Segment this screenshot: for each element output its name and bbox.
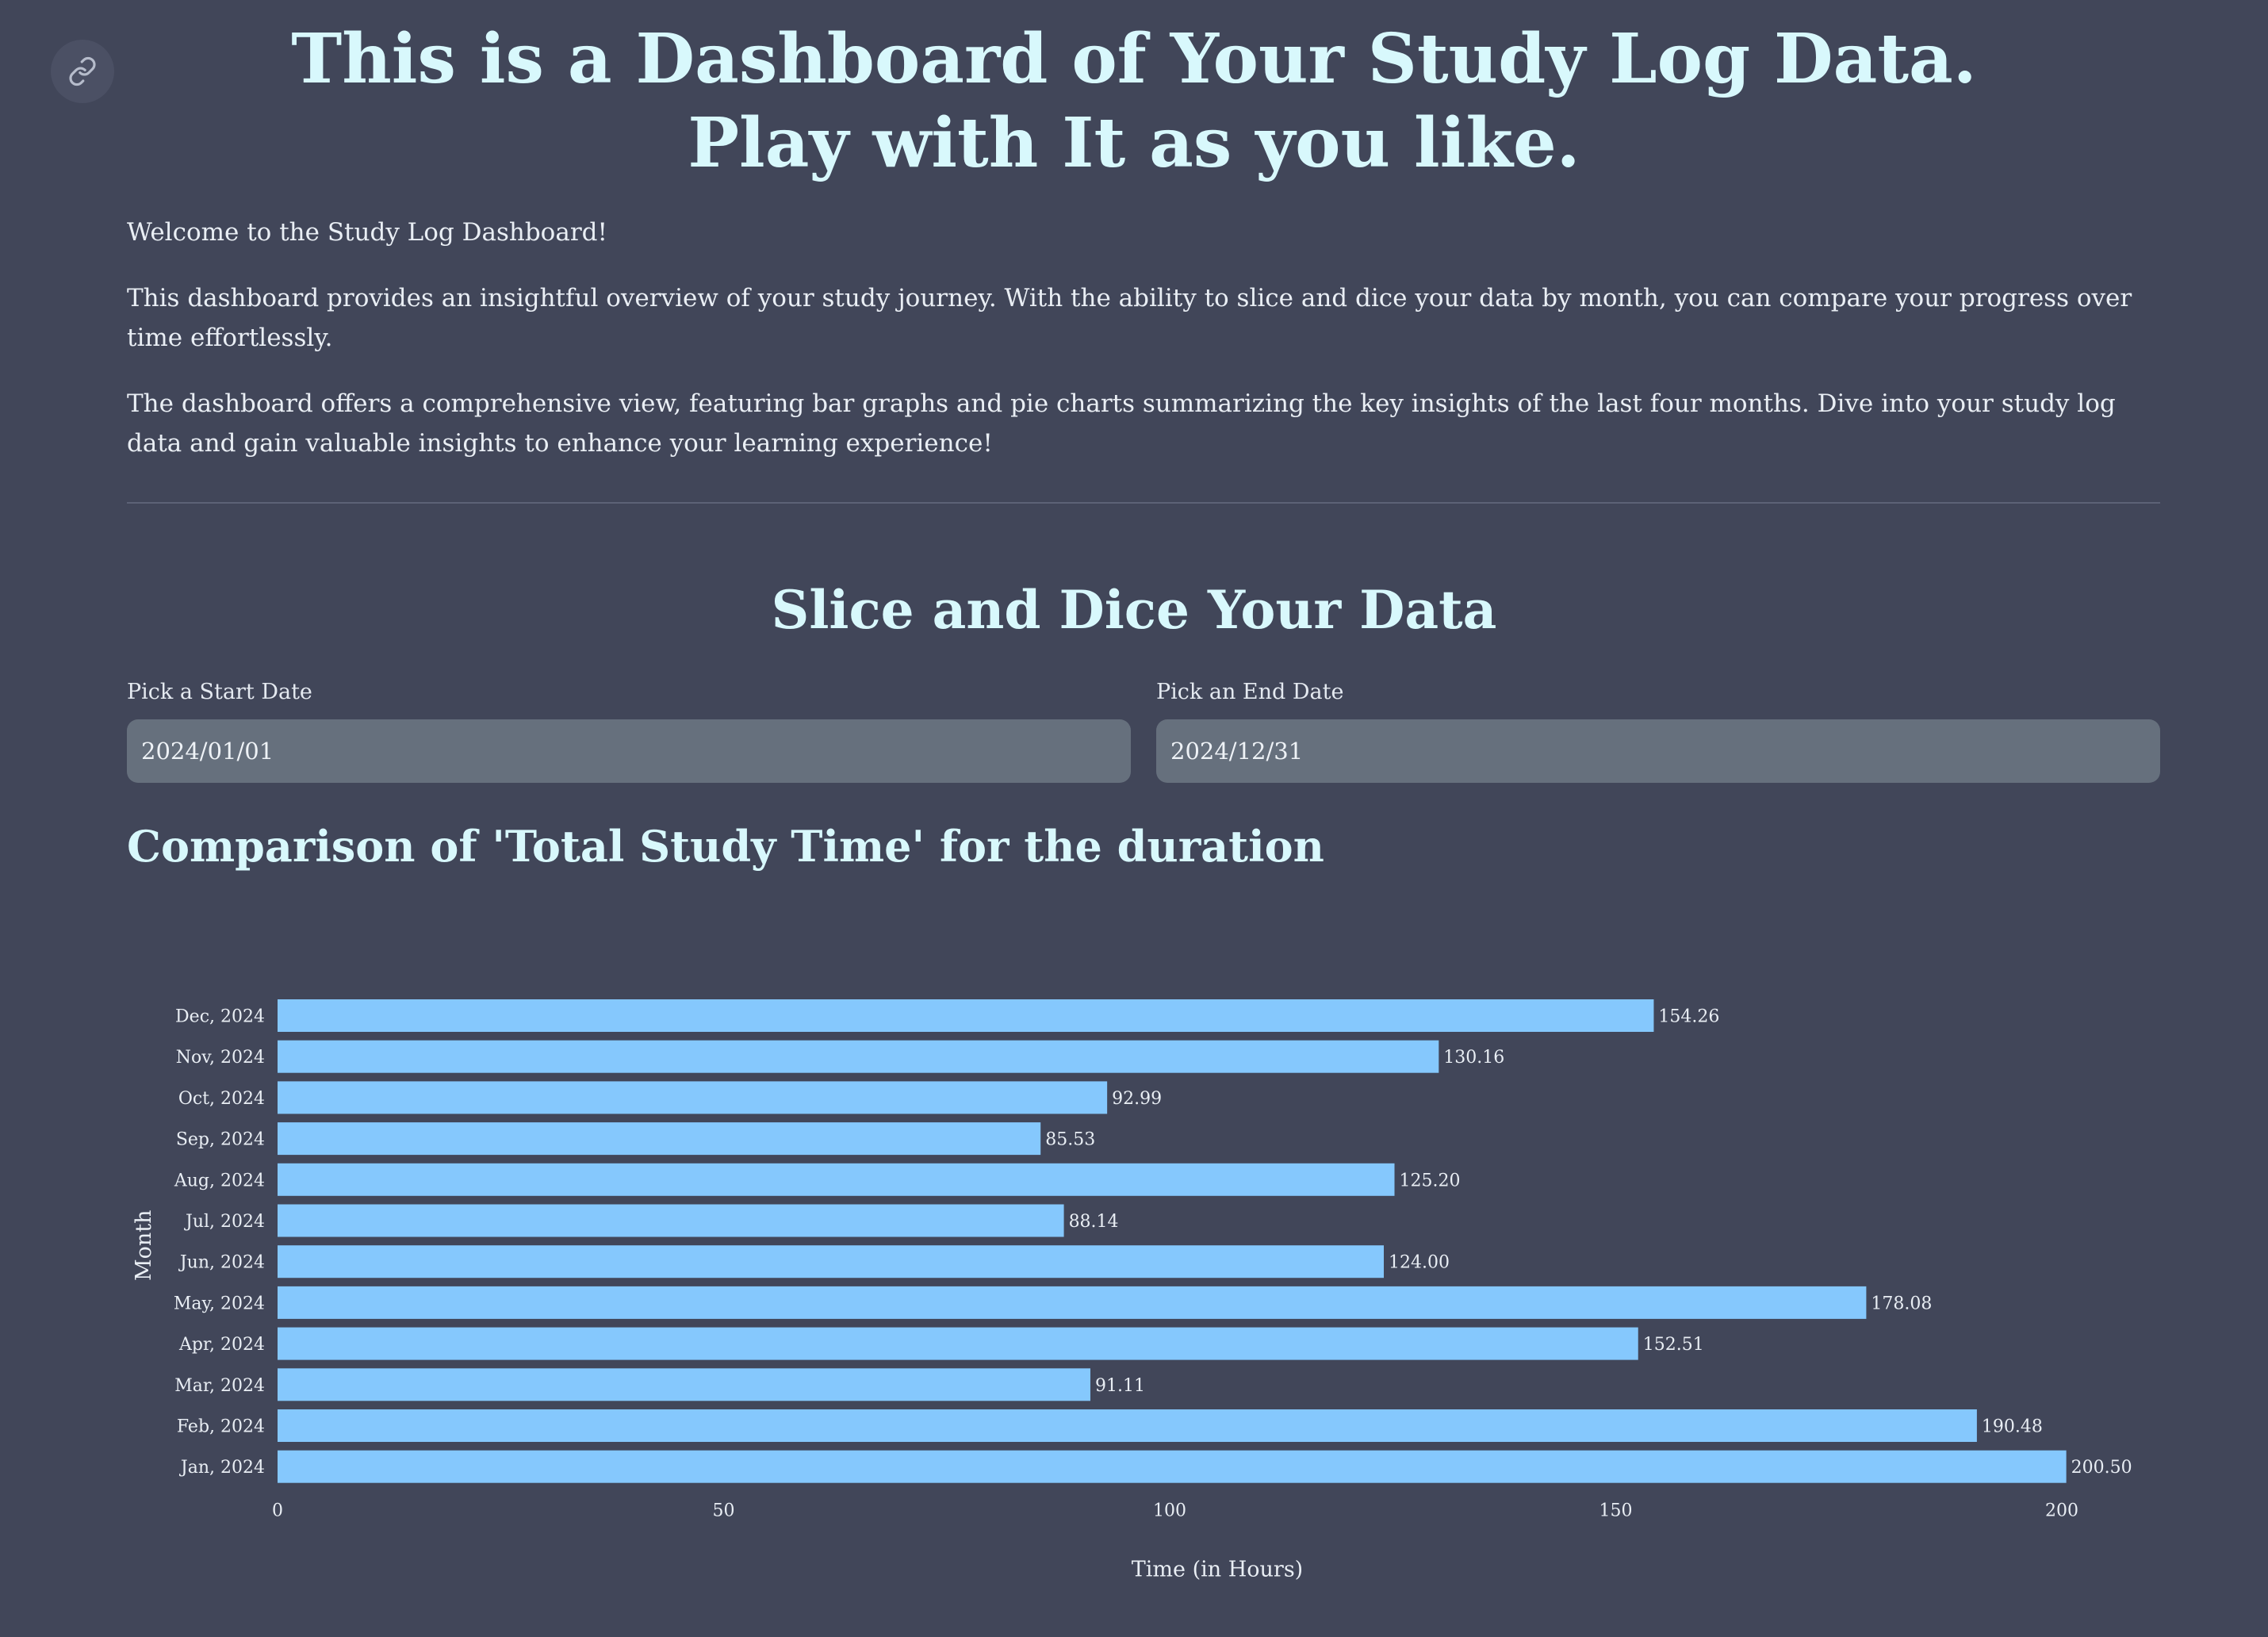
x-axis-title: Time (in Hours)	[1132, 1558, 1303, 1582]
data-label: 154.26	[1658, 1007, 1719, 1027]
end-date-input[interactable]	[1156, 719, 2160, 783]
bar	[278, 1286, 1867, 1319]
y-tick-label: Dec, 2024	[175, 1007, 265, 1027]
y-tick-label: Sep, 2024	[176, 1130, 265, 1150]
x-tick-label: 50	[713, 1501, 735, 1521]
intro-text: Welcome to the Study Log Dashboard! This…	[127, 213, 2157, 489]
data-label: 124.00	[1389, 1253, 1450, 1273]
bar	[278, 1409, 1977, 1442]
x-tick-label: 0	[272, 1501, 283, 1521]
bar	[278, 1327, 1638, 1360]
end-date-label: Pick an End Date	[1156, 680, 1344, 704]
data-label: 91.11	[1095, 1376, 1145, 1396]
bar	[278, 1450, 2067, 1483]
data-label: 130.16	[1443, 1048, 1504, 1068]
chart-title: Comparison of 'Total Study Time' for the…	[127, 821, 1324, 872]
y-tick-label: Nov, 2024	[176, 1048, 265, 1068]
x-tick-label: 100	[1153, 1501, 1186, 1521]
bar	[278, 1081, 1108, 1114]
y-tick-label: Jul, 2024	[184, 1212, 265, 1232]
y-tick-label: Apr, 2024	[178, 1335, 265, 1355]
data-label: 85.53	[1045, 1130, 1095, 1150]
data-label: 200.50	[2071, 1458, 2132, 1478]
data-label: 152.51	[1643, 1335, 1704, 1355]
section-title: Slice and Dice Your Data	[771, 579, 1497, 641]
y-tick-label: Jun, 2024	[178, 1253, 265, 1273]
y-tick-label: Mar, 2024	[174, 1376, 265, 1396]
y-tick-label: May, 2024	[174, 1294, 265, 1313]
page-title: This is a Dashboard of Your Study Log Da…	[0, 17, 2268, 186]
x-tick-label: 200	[2045, 1501, 2078, 1521]
data-label: 92.99	[1112, 1089, 1162, 1109]
y-tick-label: Oct, 2024	[178, 1089, 265, 1109]
intro-paragraph-1: This dashboard provides an insightful ov…	[127, 284, 2132, 352]
start-date-input[interactable]	[127, 719, 1131, 783]
title-line-2: Play with It as you like.	[688, 103, 1580, 183]
title-line-1: This is a Dashboard of Your Study Log Da…	[291, 19, 1977, 99]
data-label: 88.14	[1069, 1212, 1119, 1232]
bar	[278, 1040, 1439, 1073]
bar	[278, 1245, 1384, 1279]
y-tick-label: Aug, 2024	[174, 1171, 265, 1190]
bar	[278, 999, 1654, 1032]
bar	[278, 1368, 1090, 1401]
intro-paragraph-2: The dashboard offers a comprehensive vie…	[127, 389, 2116, 458]
y-tick-label: Feb, 2024	[177, 1417, 265, 1437]
link-icon-button[interactable]	[51, 40, 114, 103]
welcome-text: Welcome to the Study Log Dashboard!	[127, 218, 607, 247]
data-label: 190.48	[1982, 1417, 2043, 1437]
link-icon	[69, 56, 96, 86]
bar	[278, 1163, 1395, 1196]
bar	[278, 1204, 1064, 1237]
y-tick-label: Jan, 2024	[179, 1458, 265, 1478]
x-tick-label: 150	[1599, 1501, 1633, 1521]
start-date-label: Pick a Start Date	[127, 680, 312, 704]
divider	[127, 502, 2160, 504]
study-time-bar-chart: Dec, 2024 154.26 Nov, 2024 130.16 Oct, 2024 9…	[132, 999, 2132, 1582]
y-axis-title: Month	[132, 1210, 156, 1281]
bar	[278, 1122, 1041, 1156]
data-label: 178.08	[1871, 1294, 1932, 1313]
data-label: 125.20	[1400, 1171, 1461, 1190]
